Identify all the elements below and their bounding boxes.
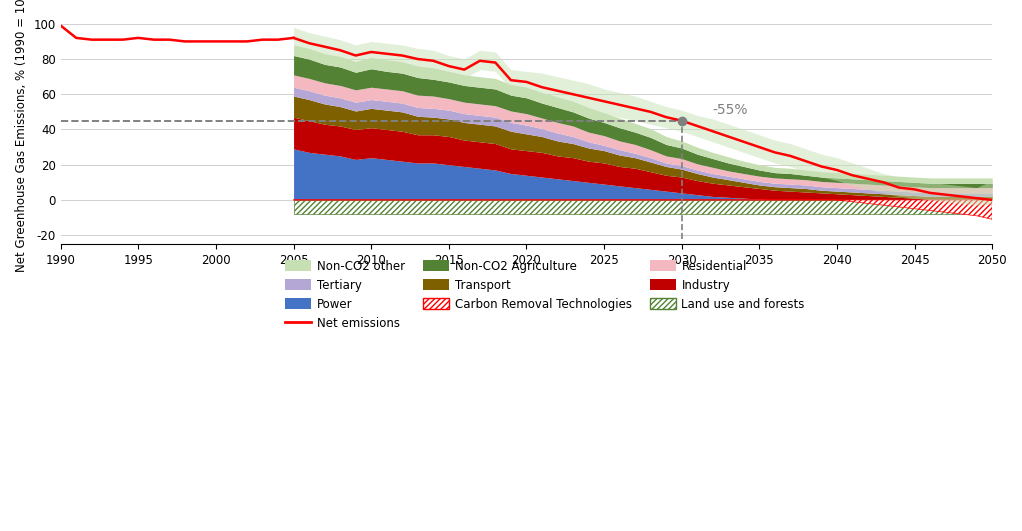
- Text: -55%: -55%: [712, 102, 748, 117]
- Y-axis label: Net Greenhouse Gas Emissions, % (1990 = 100): Net Greenhouse Gas Emissions, % (1990 = …: [15, 0, 28, 272]
- Legend: Non-CO2 other, Tertiary, Power, Net emissions, Non-CO2 Agriculture, Transport, C: Non-CO2 other, Tertiary, Power, Net emis…: [281, 255, 809, 334]
